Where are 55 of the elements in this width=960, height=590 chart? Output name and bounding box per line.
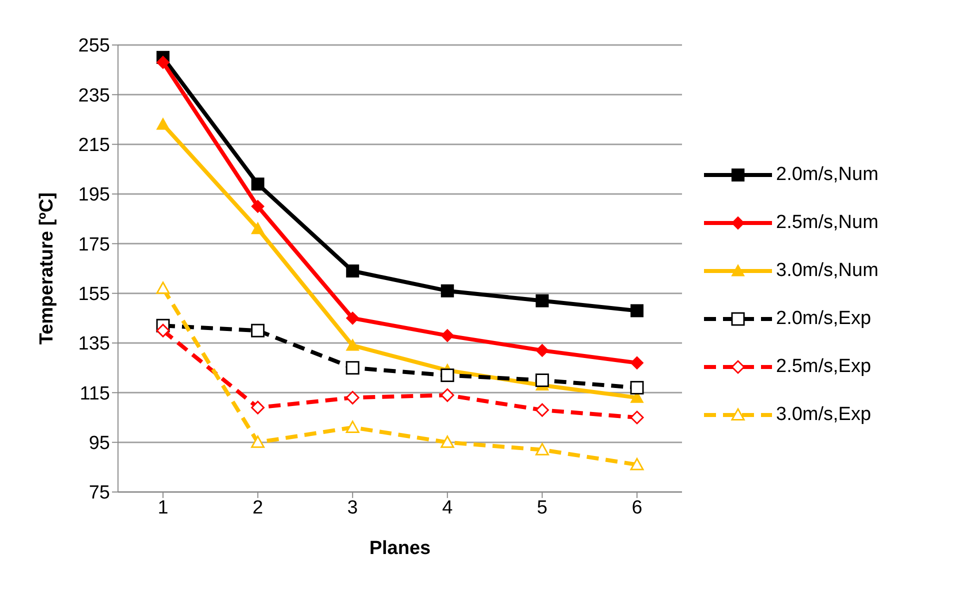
point: [156, 118, 170, 130]
y-tick-label: 175: [78, 234, 110, 256]
legend-label: 2.5m/s,Num: [776, 212, 878, 234]
point: [535, 374, 549, 387]
x-tick-label: 3: [347, 497, 358, 518]
point: [630, 304, 644, 318]
point: [251, 400, 265, 414]
point: [440, 284, 454, 298]
point: [630, 458, 644, 470]
x-tick-label: 1: [158, 497, 168, 518]
x-tick-label: 5: [536, 497, 548, 518]
legend-label: 2.0m/s,Exp: [776, 308, 872, 330]
y-tick-label: 155: [78, 284, 110, 306]
point: [346, 361, 360, 375]
point: [346, 390, 360, 404]
point: [346, 264, 360, 278]
y-axis-title: Temperature [ºC]: [36, 192, 58, 345]
y-tick-label: 95: [88, 433, 110, 454]
point: [156, 282, 170, 294]
point: [440, 388, 454, 402]
y-tick-label: 255: [78, 36, 110, 57]
legend-label: 2.5m/s,Exp: [776, 356, 872, 378]
point: [535, 403, 549, 417]
point: [536, 344, 549, 357]
y-tick-label: 75: [88, 482, 110, 504]
point: [440, 329, 454, 342]
point: [630, 410, 644, 424]
legend-label: 2.0m/s,Num: [776, 164, 878, 186]
point: [536, 294, 549, 308]
point: [251, 200, 264, 213]
point: [630, 380, 644, 394]
y-tick-label: 215: [78, 135, 110, 156]
point: [346, 420, 360, 433]
point: [630, 356, 644, 370]
y-tick-label: 195: [78, 184, 110, 206]
y-tick-label: 115: [80, 383, 110, 404]
y-tick-label: 235: [78, 85, 110, 106]
x-axis-title: Planes: [369, 538, 431, 559]
point: [251, 178, 264, 191]
point: [156, 324, 170, 338]
point: [251, 324, 265, 338]
point: [346, 338, 360, 351]
x-tick-label: 2: [252, 497, 264, 518]
legend-label: 3.0m/s,Num: [776, 260, 878, 282]
point: [535, 443, 549, 456]
point: [440, 436, 454, 448]
y-tick-label: 135: [78, 334, 110, 355]
x-tick-label: 6: [632, 497, 642, 518]
point: [251, 436, 265, 448]
legend-label: 3.0m/s,Exp: [776, 404, 872, 426]
point: [346, 312, 360, 325]
point: [156, 56, 170, 69]
point: [440, 368, 454, 382]
x-tick-label: 4: [442, 497, 454, 518]
point: [251, 222, 264, 234]
